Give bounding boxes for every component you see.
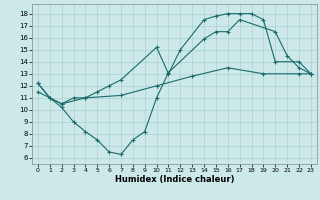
- X-axis label: Humidex (Indice chaleur): Humidex (Indice chaleur): [115, 175, 234, 184]
